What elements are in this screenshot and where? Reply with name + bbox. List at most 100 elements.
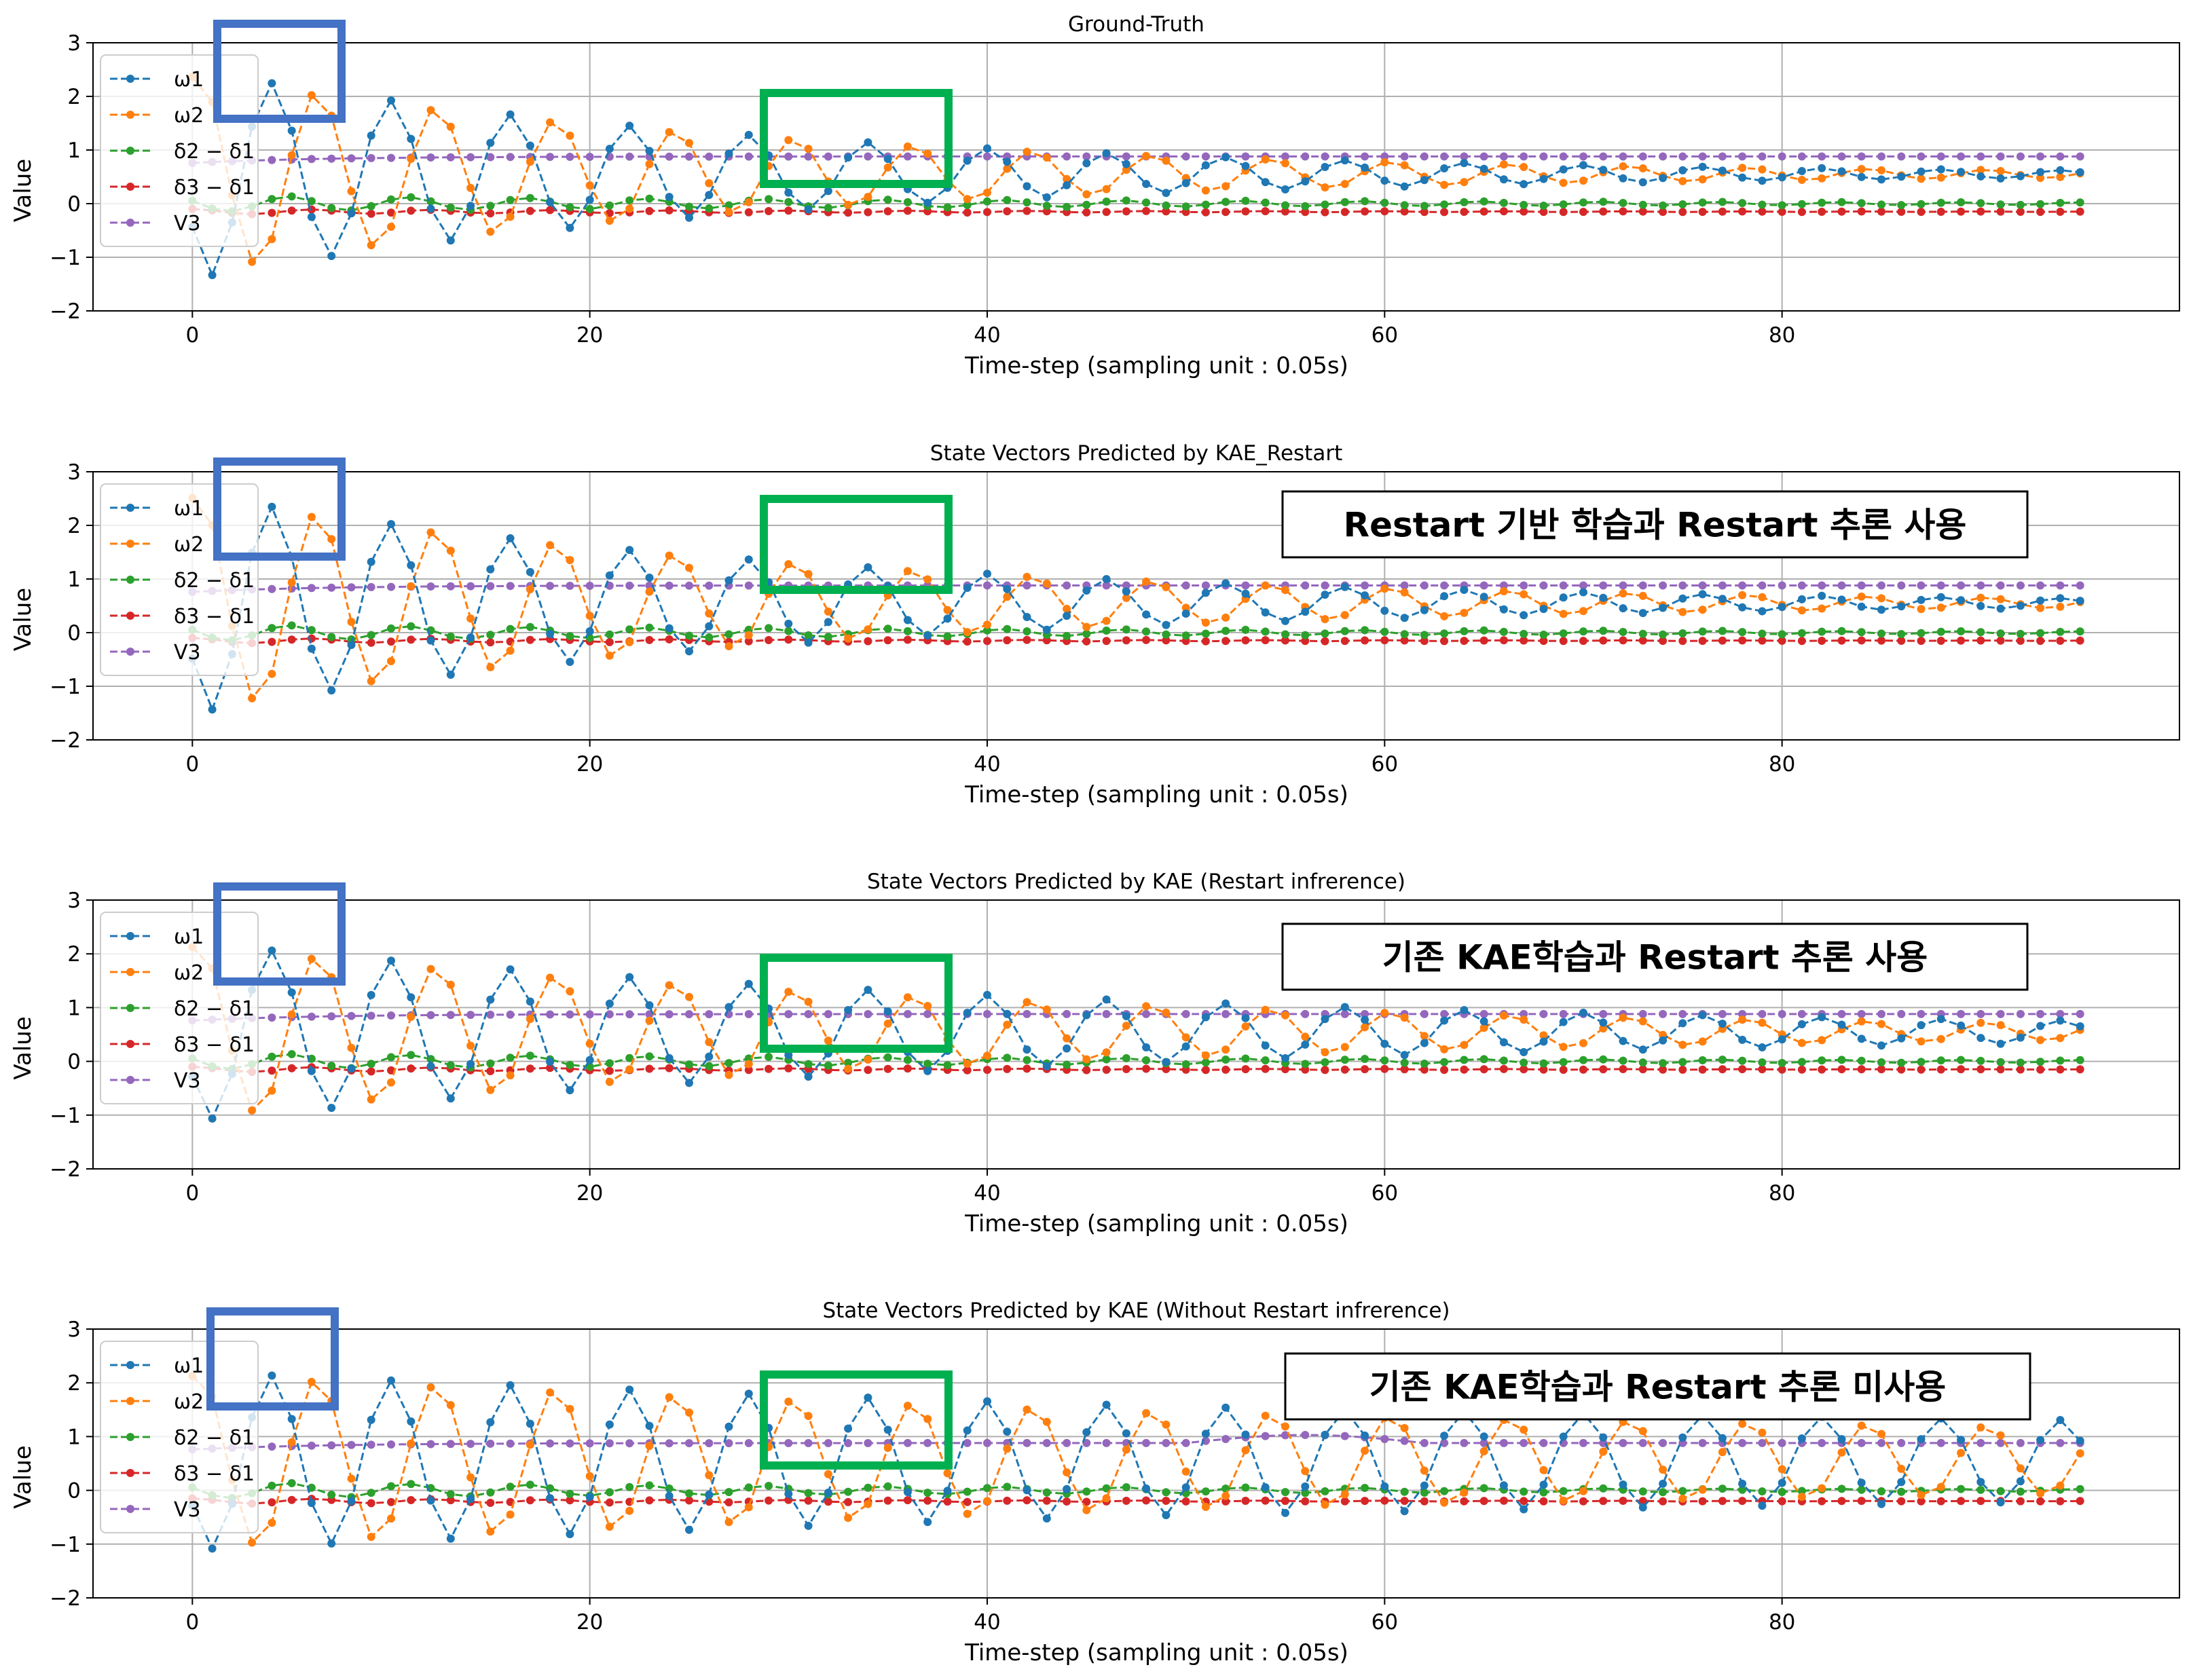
data-point-delta31 — [1897, 208, 1906, 216]
data-point-delta21 — [1917, 629, 1926, 637]
data-point-delta31 — [1361, 636, 1369, 645]
data-point-delta21 — [1539, 1488, 1548, 1497]
data-point-omega2 — [506, 1510, 515, 1519]
data-point-omega2 — [1023, 998, 1031, 1007]
data-point-delta21 — [1241, 196, 1250, 205]
data-point-omega1 — [1023, 1486, 1031, 1495]
data-point-omega1 — [367, 557, 375, 566]
data-point-V3 — [506, 1010, 515, 1019]
data-point-omega2 — [1221, 1045, 1230, 1054]
data-point-delta31 — [1718, 207, 1727, 216]
data-point-omega2 — [446, 122, 455, 131]
annotation: 기존 KAE학습과 Restart 추론 사용 — [1281, 922, 2029, 991]
data-point-delta31 — [1361, 1497, 1369, 1506]
data-point-delta21 — [1162, 630, 1171, 639]
data-point-delta21 — [1241, 625, 1250, 634]
legend-swatch-marker — [126, 1469, 134, 1477]
data-point-V3 — [446, 1011, 455, 1020]
data-point-V3 — [625, 581, 634, 590]
data-point-delta31 — [1420, 1065, 1429, 1074]
data-point-omega1 — [2016, 1477, 2025, 1486]
data-point-delta21 — [287, 621, 296, 630]
data-point-delta21 — [1877, 1058, 1885, 1066]
data-point-delta31 — [1301, 1065, 1310, 1074]
data-point-delta21 — [1142, 198, 1151, 207]
legend-swatch-marker — [126, 648, 134, 656]
data-point-omega2 — [1460, 608, 1469, 617]
data-point-omega1 — [724, 1422, 733, 1431]
data-point-delta31 — [1400, 207, 1409, 216]
data-point-omega1 — [1122, 1012, 1130, 1020]
data-point-omega2 — [446, 980, 455, 989]
data-point-delta31 — [864, 637, 872, 646]
data-point-omega1 — [1957, 1021, 1966, 1030]
data-point-omega1 — [1122, 160, 1130, 168]
data-point-omega1 — [685, 1525, 693, 1534]
data-point-V3 — [1976, 1009, 1985, 1018]
data-point-delta31 — [1420, 1497, 1429, 1506]
data-point-omega1 — [1261, 1483, 1270, 1492]
data-point-omega2 — [605, 1523, 614, 1531]
data-point-omega2 — [2056, 602, 2065, 611]
data-point-omega2 — [1738, 1419, 1747, 1428]
data-point-delta31 — [1837, 636, 1846, 645]
legend-swatch-marker — [126, 576, 134, 584]
data-point-omega2 — [546, 973, 555, 982]
data-point-omega2 — [1579, 1487, 1587, 1495]
data-point-delta31 — [486, 209, 495, 218]
data-point-omega1 — [1241, 1430, 1250, 1439]
data-point-omega1 — [1897, 602, 1906, 611]
data-point-omega1 — [526, 141, 534, 150]
data-point-delta31 — [2036, 1065, 2045, 1074]
y-tick-label: −1 — [50, 1533, 81, 1557]
data-point-delta21 — [1340, 627, 1349, 635]
data-point-delta31 — [1440, 637, 1449, 646]
data-point-omega2 — [1221, 613, 1230, 622]
data-point-delta21 — [1718, 1056, 1727, 1064]
data-point-omega2 — [1638, 1017, 1647, 1026]
data-point-omega1 — [1897, 1478, 1906, 1487]
highlight-box-blue — [213, 20, 346, 123]
data-point-delta31 — [1976, 636, 1985, 645]
data-point-omega1 — [1917, 167, 1926, 176]
data-point-delta21 — [625, 1482, 634, 1491]
data-point-omega1 — [347, 1497, 356, 1506]
data-point-V3 — [347, 1011, 356, 1020]
data-point-omega1 — [605, 999, 614, 1008]
data-point-V3 — [1162, 1438, 1171, 1447]
data-point-omega2 — [1063, 605, 1071, 613]
data-point-omega1 — [963, 156, 972, 165]
data-point-omega2 — [685, 1408, 693, 1417]
data-point-delta21 — [287, 192, 296, 201]
data-point-omega2 — [724, 1518, 733, 1527]
data-point-delta31 — [1718, 1497, 1727, 1506]
data-point-omega1 — [1221, 1403, 1230, 1412]
data-point-delta31 — [1897, 1497, 1906, 1506]
data-point-delta31 — [1281, 1065, 1289, 1074]
data-point-omega2 — [1579, 176, 1587, 185]
data-point-omega2 — [1996, 595, 2005, 603]
data-point-V3 — [1122, 581, 1130, 590]
data-point-V3 — [1340, 1009, 1349, 1018]
data-point-omega1 — [1023, 182, 1031, 191]
data-point-delta21 — [1818, 627, 1826, 636]
data-point-V3 — [307, 1012, 316, 1021]
data-point-delta21 — [327, 1491, 336, 1499]
data-point-delta21 — [705, 1062, 714, 1070]
data-point-V3 — [963, 1438, 972, 1447]
data-point-omega1 — [645, 147, 654, 155]
data-point-delta21 — [1003, 1482, 1012, 1491]
data-point-delta21 — [1698, 627, 1707, 636]
data-point-delta31 — [1539, 1065, 1548, 1074]
data-point-V3 — [1678, 1009, 1687, 1018]
data-point-omega2 — [1281, 1011, 1289, 1020]
data-point-delta21 — [446, 1061, 455, 1070]
data-point-delta31 — [1281, 1497, 1289, 1506]
data-point-V3 — [1599, 152, 1608, 161]
data-point-delta21 — [486, 631, 495, 639]
data-point-V3 — [1063, 1009, 1071, 1018]
data-point-delta21 — [1201, 200, 1210, 209]
data-point-V3 — [1460, 152, 1469, 161]
data-point-V3 — [1261, 1432, 1270, 1440]
data-point-omega1 — [1877, 175, 1885, 184]
